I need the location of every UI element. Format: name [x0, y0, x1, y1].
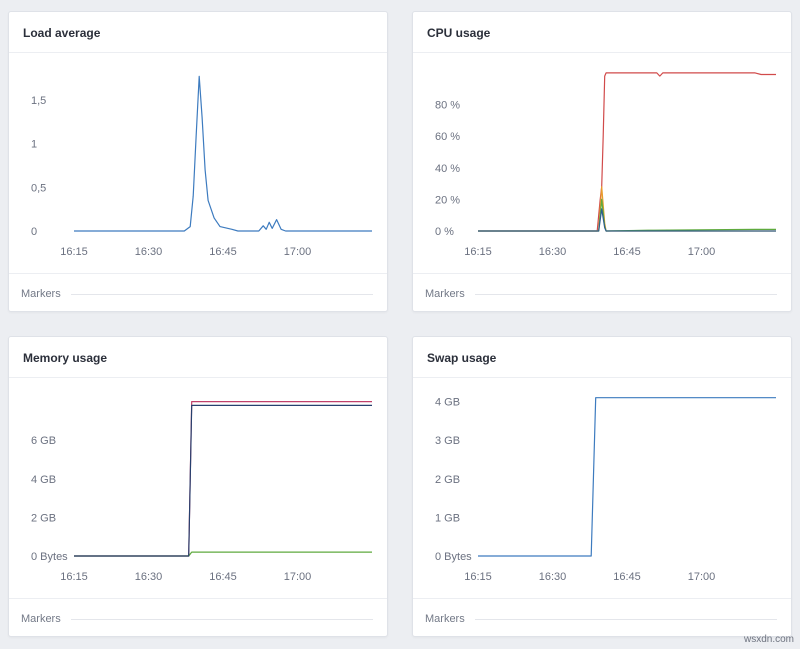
title-divider — [413, 377, 791, 378]
title-divider — [413, 52, 791, 53]
markers-track[interactable] — [475, 619, 777, 620]
y-tick-label: 1 GB — [435, 512, 460, 524]
x-tick-label: 16:45 — [209, 246, 237, 258]
markers-label: Markers — [425, 613, 465, 625]
footer-divider — [9, 598, 387, 599]
y-tick-label: 40 % — [435, 163, 460, 175]
series-line-3 — [478, 208, 776, 232]
y-tick-label: 0 Bytes — [435, 551, 472, 563]
x-tick-label: 17:00 — [284, 246, 312, 258]
watermark: wsxdn.com — [743, 634, 794, 645]
markers-track[interactable] — [71, 294, 373, 295]
y-tick-label: 6 GB — [31, 435, 56, 447]
cpu-usage-panel: CPU usage 0 % 20 % 40 % 60 % 80 % 16:15 16:30 1… — [412, 11, 792, 312]
y-tick-label: 20 % — [435, 194, 460, 206]
x-tick-label: 16:15 — [60, 246, 88, 258]
title-divider — [9, 377, 387, 378]
y-tick-label: 4 GB — [435, 397, 460, 409]
y-tick-label: 4 GB — [31, 474, 56, 486]
y-tick-label: 60 % — [435, 131, 460, 143]
cpu-usage-chart: 0 % 20 % 40 % 60 % 80 % 16:15 16:30 16:45 17:00 — [435, 72, 776, 258]
markers-label: Markers — [21, 613, 61, 625]
series-line-0 — [478, 397, 776, 557]
markers-track[interactable] — [475, 294, 777, 295]
footer-divider — [413, 598, 791, 599]
x-tick-label: 16:15 — [464, 571, 492, 583]
x-tick-label: 16:45 — [613, 246, 641, 258]
x-tick-label: 16:30 — [539, 246, 567, 258]
x-tick-label: 17:00 — [688, 571, 716, 583]
x-tick-label: 17:00 — [688, 246, 716, 258]
x-tick-label: 17:00 — [284, 571, 312, 583]
x-tick-label: 16:30 — [539, 571, 567, 583]
title-divider — [9, 52, 387, 53]
series-line-0 — [478, 72, 776, 232]
y-tick-label: 2 GB — [435, 474, 460, 486]
x-tick-label: 16:15 — [464, 246, 492, 258]
y-tick-label: 1 — [31, 139, 37, 151]
series-line-0 — [74, 75, 372, 232]
swap-usage-chart: 0 Bytes 1 GB 2 GB 3 GB 4 GB 16:15 16:30 16:45 17… — [435, 397, 776, 583]
panel-title: CPU usage — [427, 26, 491, 40]
memory-usage-chart: 0 Bytes 2 GB 4 GB 6 GB 16:15 16:30 16:45 17:00 — [31, 401, 372, 583]
y-tick-label: 0 Bytes — [31, 551, 68, 563]
x-tick-label: 16:30 — [135, 246, 163, 258]
load-average-panel: Load average 0 0,5 1 1,5 16:15 16:30 16:45 17:0… — [8, 11, 388, 312]
y-tick-label: 0 % — [435, 226, 454, 238]
y-tick-label: 80 % — [435, 100, 460, 112]
x-tick-label: 16:45 — [613, 571, 641, 583]
series-line-1 — [478, 186, 776, 232]
series-line-0 — [74, 401, 372, 557]
markers-label: Markers — [21, 288, 61, 300]
y-tick-label: 1,5 — [31, 95, 46, 107]
load-average-chart: 0 0,5 1 1,5 16:15 16:30 16:45 17:00 — [31, 75, 372, 258]
panel-title: Swap usage — [427, 351, 497, 365]
x-tick-label: 16:45 — [209, 571, 237, 583]
panel-title: Memory usage — [23, 351, 108, 365]
y-tick-label: 2 GB — [31, 512, 56, 524]
x-tick-label: 16:30 — [135, 571, 163, 583]
footer-divider — [9, 273, 387, 274]
memory-usage-panel: Memory usage 0 Bytes 2 GB 4 GB 6 GB 16:15 16:… — [8, 336, 388, 637]
y-tick-label: 0 — [31, 226, 37, 238]
panel-title: Load average — [23, 26, 101, 40]
swap-usage-panel: Swap usage 0 Bytes 1 GB 2 GB 3 GB 4 GB 16:15 1… — [412, 336, 792, 637]
markers-track[interactable] — [71, 619, 373, 620]
y-tick-label: 3 GB — [435, 435, 460, 447]
series-line-2 — [478, 198, 776, 232]
footer-divider — [413, 273, 791, 274]
y-tick-label: 0,5 — [31, 182, 46, 194]
series-line-2 — [74, 404, 372, 557]
markers-label: Markers — [425, 288, 465, 300]
x-tick-label: 16:15 — [60, 571, 88, 583]
